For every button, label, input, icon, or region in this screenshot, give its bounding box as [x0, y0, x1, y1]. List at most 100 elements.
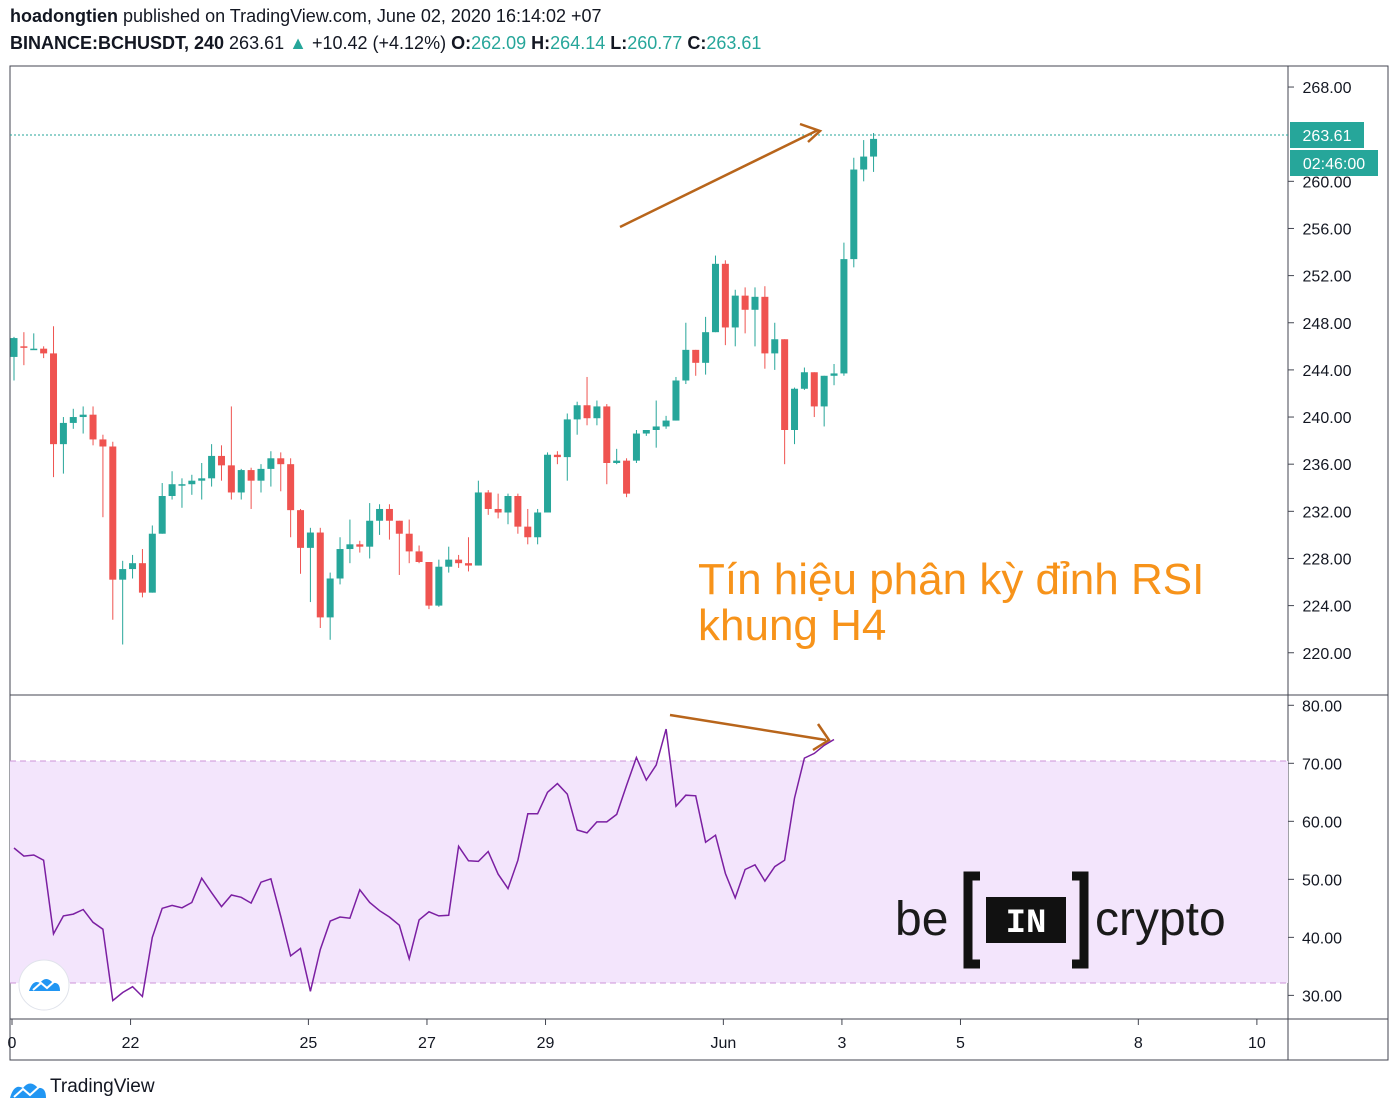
candle-body	[188, 480, 196, 485]
candle-body	[237, 470, 245, 493]
logo-text-in: IN	[1006, 905, 1047, 943]
price-tick-label: 232.00	[1303, 504, 1352, 521]
candle-body	[297, 510, 305, 548]
logo-text-be: be	[895, 893, 948, 946]
candle-body	[652, 426, 660, 430]
candle-body	[761, 296, 769, 354]
candle-body	[721, 263, 729, 328]
rsi-arrow-head-icon	[812, 723, 831, 752]
candle-body	[642, 430, 650, 434]
candle-body	[287, 464, 295, 511]
candle-body	[227, 465, 235, 493]
rsi-tick-label: 80.00	[1302, 698, 1342, 715]
time-tick-label: 8	[1134, 1035, 1143, 1052]
change-value: +10.42 (+4.12%)	[311, 33, 447, 53]
candle-body	[89, 414, 97, 440]
outer-frame	[9, 65, 1389, 1061]
candle-body	[514, 496, 522, 527]
candle-body	[69, 417, 77, 423]
candle-body	[257, 468, 265, 481]
rsi-axis[interactable]: 80.00 70.00 60.00 50.00 40.00 30.00	[1288, 698, 1342, 1005]
last-price-tag-label: 263.61	[1303, 128, 1352, 145]
candle-body	[385, 508, 393, 521]
open-value: 262.09	[471, 33, 527, 53]
last-price-tag-bg	[1290, 122, 1364, 148]
candle-body	[534, 512, 542, 538]
candle-body	[20, 346, 28, 348]
time-axis[interactable]: 0 22 25 27 29 Jun 3 5 8 10	[8, 1019, 1266, 1052]
last-price-tag: 263.61	[1290, 122, 1364, 148]
time-tick-label: 29	[537, 1035, 555, 1052]
candle-body	[217, 455, 225, 466]
time-tick-label: 5	[956, 1035, 965, 1052]
close-value: 263.61	[706, 33, 762, 53]
candle-body	[267, 458, 275, 469]
candle-body	[376, 508, 384, 521]
candle-body	[632, 433, 640, 461]
candle-body	[524, 526, 532, 538]
candle-body	[820, 375, 828, 407]
price-arrow-head-icon	[799, 122, 823, 143]
rsi-tick-label: 40.00	[1302, 930, 1342, 947]
candle-body	[563, 419, 571, 458]
candle-body	[445, 559, 453, 567]
candle-body	[474, 492, 482, 566]
candle-body	[59, 422, 67, 445]
candle-body	[247, 470, 255, 481]
price-tick-label: 220.00	[1303, 646, 1352, 663]
logo-bracket-left-icon	[963, 871, 980, 969]
candle-body	[711, 263, 719, 333]
candle-body	[366, 520, 374, 547]
price-tick-label: 268.00	[1303, 80, 1352, 97]
candle-body	[662, 420, 670, 427]
time-tick-label: 10	[1248, 1035, 1266, 1052]
candle-body	[850, 169, 858, 260]
candle-body	[870, 138, 878, 157]
candle-body	[208, 455, 216, 479]
symbol-label: BINANCE:BCHUSDT, 240	[10, 33, 225, 53]
candle-body	[682, 349, 690, 381]
time-tick-label: 0	[8, 1035, 17, 1052]
candle-body	[583, 405, 591, 419]
close-label: C:	[687, 33, 707, 53]
candle-body	[840, 259, 848, 374]
time-tick-label: Jun	[710, 1035, 736, 1052]
candle-body	[464, 563, 472, 566]
countdown-tag-bg	[1290, 150, 1378, 176]
candle-body	[484, 492, 492, 509]
candle-body	[791, 388, 799, 430]
candlestick-series	[10, 133, 878, 645]
author-name[interactable]: hoadongtien	[10, 6, 118, 26]
candle-body	[10, 338, 18, 357]
footer-brand[interactable]: TradingView	[50, 1076, 155, 1097]
low-value: 260.77	[627, 33, 683, 53]
high-value: 264.14	[550, 33, 606, 53]
rsi-band	[10, 761, 1288, 983]
candle-body	[830, 373, 838, 376]
footer-logo[interactable]	[10, 1083, 46, 1099]
annotation-line-1: Tín hiệu phân kỳ đỉnh RSI	[698, 555, 1204, 604]
footer-cloud-line-icon	[13, 1085, 41, 1098]
candle-body	[198, 478, 206, 481]
candle-body	[494, 508, 502, 513]
candle-body	[30, 348, 38, 351]
tradingview-cloud-line-icon	[32, 979, 57, 991]
rsi-tick-label: 60.00	[1302, 814, 1342, 831]
last-price: 263.61	[229, 33, 285, 53]
rsi-divergence-arrow	[669, 713, 827, 742]
candle-body	[573, 405, 581, 420]
price-axis[interactable]: 268.00 260.00 256.00 252.00 248.00 244.00 240.…	[1288, 80, 1352, 663]
open-label: O:	[451, 33, 472, 53]
symbol-ohlc-bar: BINANCE:BCHUSDT, 240 263.61 ▲ +10.42 (+4…	[10, 33, 761, 54]
candle-body	[771, 339, 779, 354]
time-tick-label: 27	[418, 1035, 436, 1052]
tradingview-badge[interactable]	[18, 959, 70, 1011]
price-tick-label: 236.00	[1303, 457, 1352, 474]
logo-bracket-right-icon	[1072, 871, 1089, 969]
low-label: L:	[610, 33, 628, 53]
price-tick-label: 224.00	[1303, 599, 1352, 616]
candle-body	[455, 559, 463, 564]
candle-body	[138, 563, 146, 593]
candle-body	[346, 544, 354, 550]
